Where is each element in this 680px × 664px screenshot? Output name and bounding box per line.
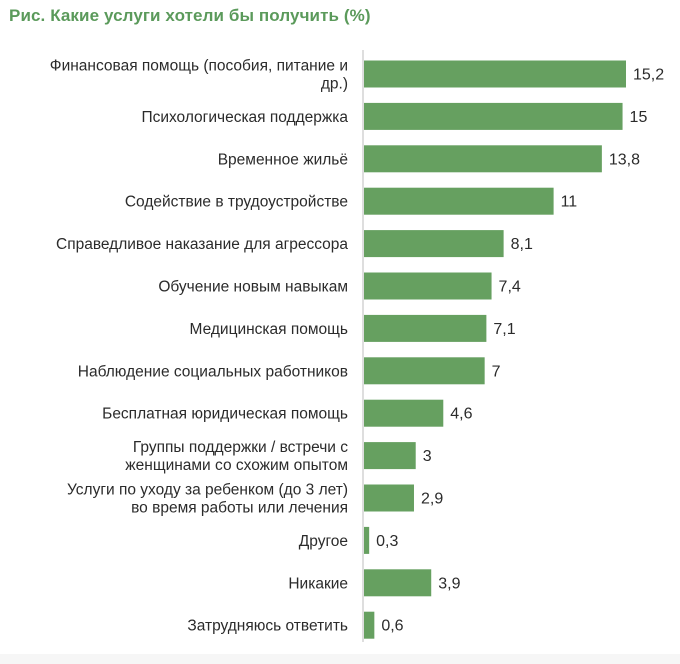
bar	[364, 102, 623, 130]
category-label: Обучение новым навыкам	[158, 279, 348, 296]
category-label: Временное жильё	[218, 151, 348, 168]
category-label: женщинами со схожим опытом	[125, 457, 348, 474]
data-label: 2,9	[421, 491, 443, 508]
category-label: Бесплатная юридическая помощь	[102, 406, 348, 423]
bar	[364, 611, 375, 639]
chart-title: Рис. Какие услуги хотели бы получить (%)	[9, 6, 371, 25]
category-label: Справедливое наказание для агрессора	[56, 236, 348, 253]
data-label: 3,9	[438, 575, 460, 592]
bar	[364, 314, 487, 342]
bar	[364, 60, 626, 88]
data-label: 15,2	[633, 67, 664, 84]
value-labels-layer: 15,2 15 13,8 11 8,1 7,4 7,1 7 4,6 3 2,9 0,3 3,9 0,6	[376, 67, 664, 635]
data-label: 7,1	[493, 321, 515, 338]
bar	[364, 484, 414, 512]
bar	[364, 272, 492, 300]
data-label: 15	[630, 109, 648, 126]
category-labels-layer: Финансовая помощь (пособия, питание идр.…	[50, 58, 349, 635]
category-label: Содействие в трудоустройстве	[125, 194, 348, 211]
category-label: Другое	[299, 533, 348, 550]
bar	[364, 526, 370, 554]
data-label: 0,6	[381, 618, 403, 635]
category-label: Финансовая помощь (пособия, питание и	[50, 58, 348, 75]
bar	[364, 145, 602, 173]
footer-band	[0, 654, 680, 664]
bar	[364, 187, 554, 215]
category-label: Наблюдение социальных работников	[78, 363, 348, 380]
data-label: 11	[561, 194, 578, 211]
category-label: Услуги по уходу за ребенком (до 3 лет)	[67, 482, 348, 499]
category-label: Медицинская помощь	[190, 321, 348, 338]
category-label: во время работы или лечения	[131, 500, 348, 517]
data-label: 0,3	[376, 533, 398, 550]
category-label: Группы поддержки / встречи с	[133, 439, 348, 456]
category-label: Никакие	[288, 575, 348, 592]
bar	[364, 442, 416, 470]
bars-layer	[364, 60, 626, 639]
category-label: Затрудняюсь ответить	[187, 618, 348, 635]
bar	[364, 230, 504, 258]
bar	[364, 399, 444, 427]
bar	[364, 569, 432, 597]
data-label: 7	[492, 363, 501, 380]
category-label: Психологическая поддержка	[141, 109, 348, 126]
category-label: др.)	[321, 76, 348, 93]
bar	[364, 357, 485, 385]
data-label: 4,6	[450, 406, 472, 423]
data-label: 3	[423, 448, 432, 465]
data-label: 8,1	[511, 236, 533, 253]
data-label: 7,4	[499, 279, 521, 296]
data-label: 13,8	[609, 151, 640, 168]
